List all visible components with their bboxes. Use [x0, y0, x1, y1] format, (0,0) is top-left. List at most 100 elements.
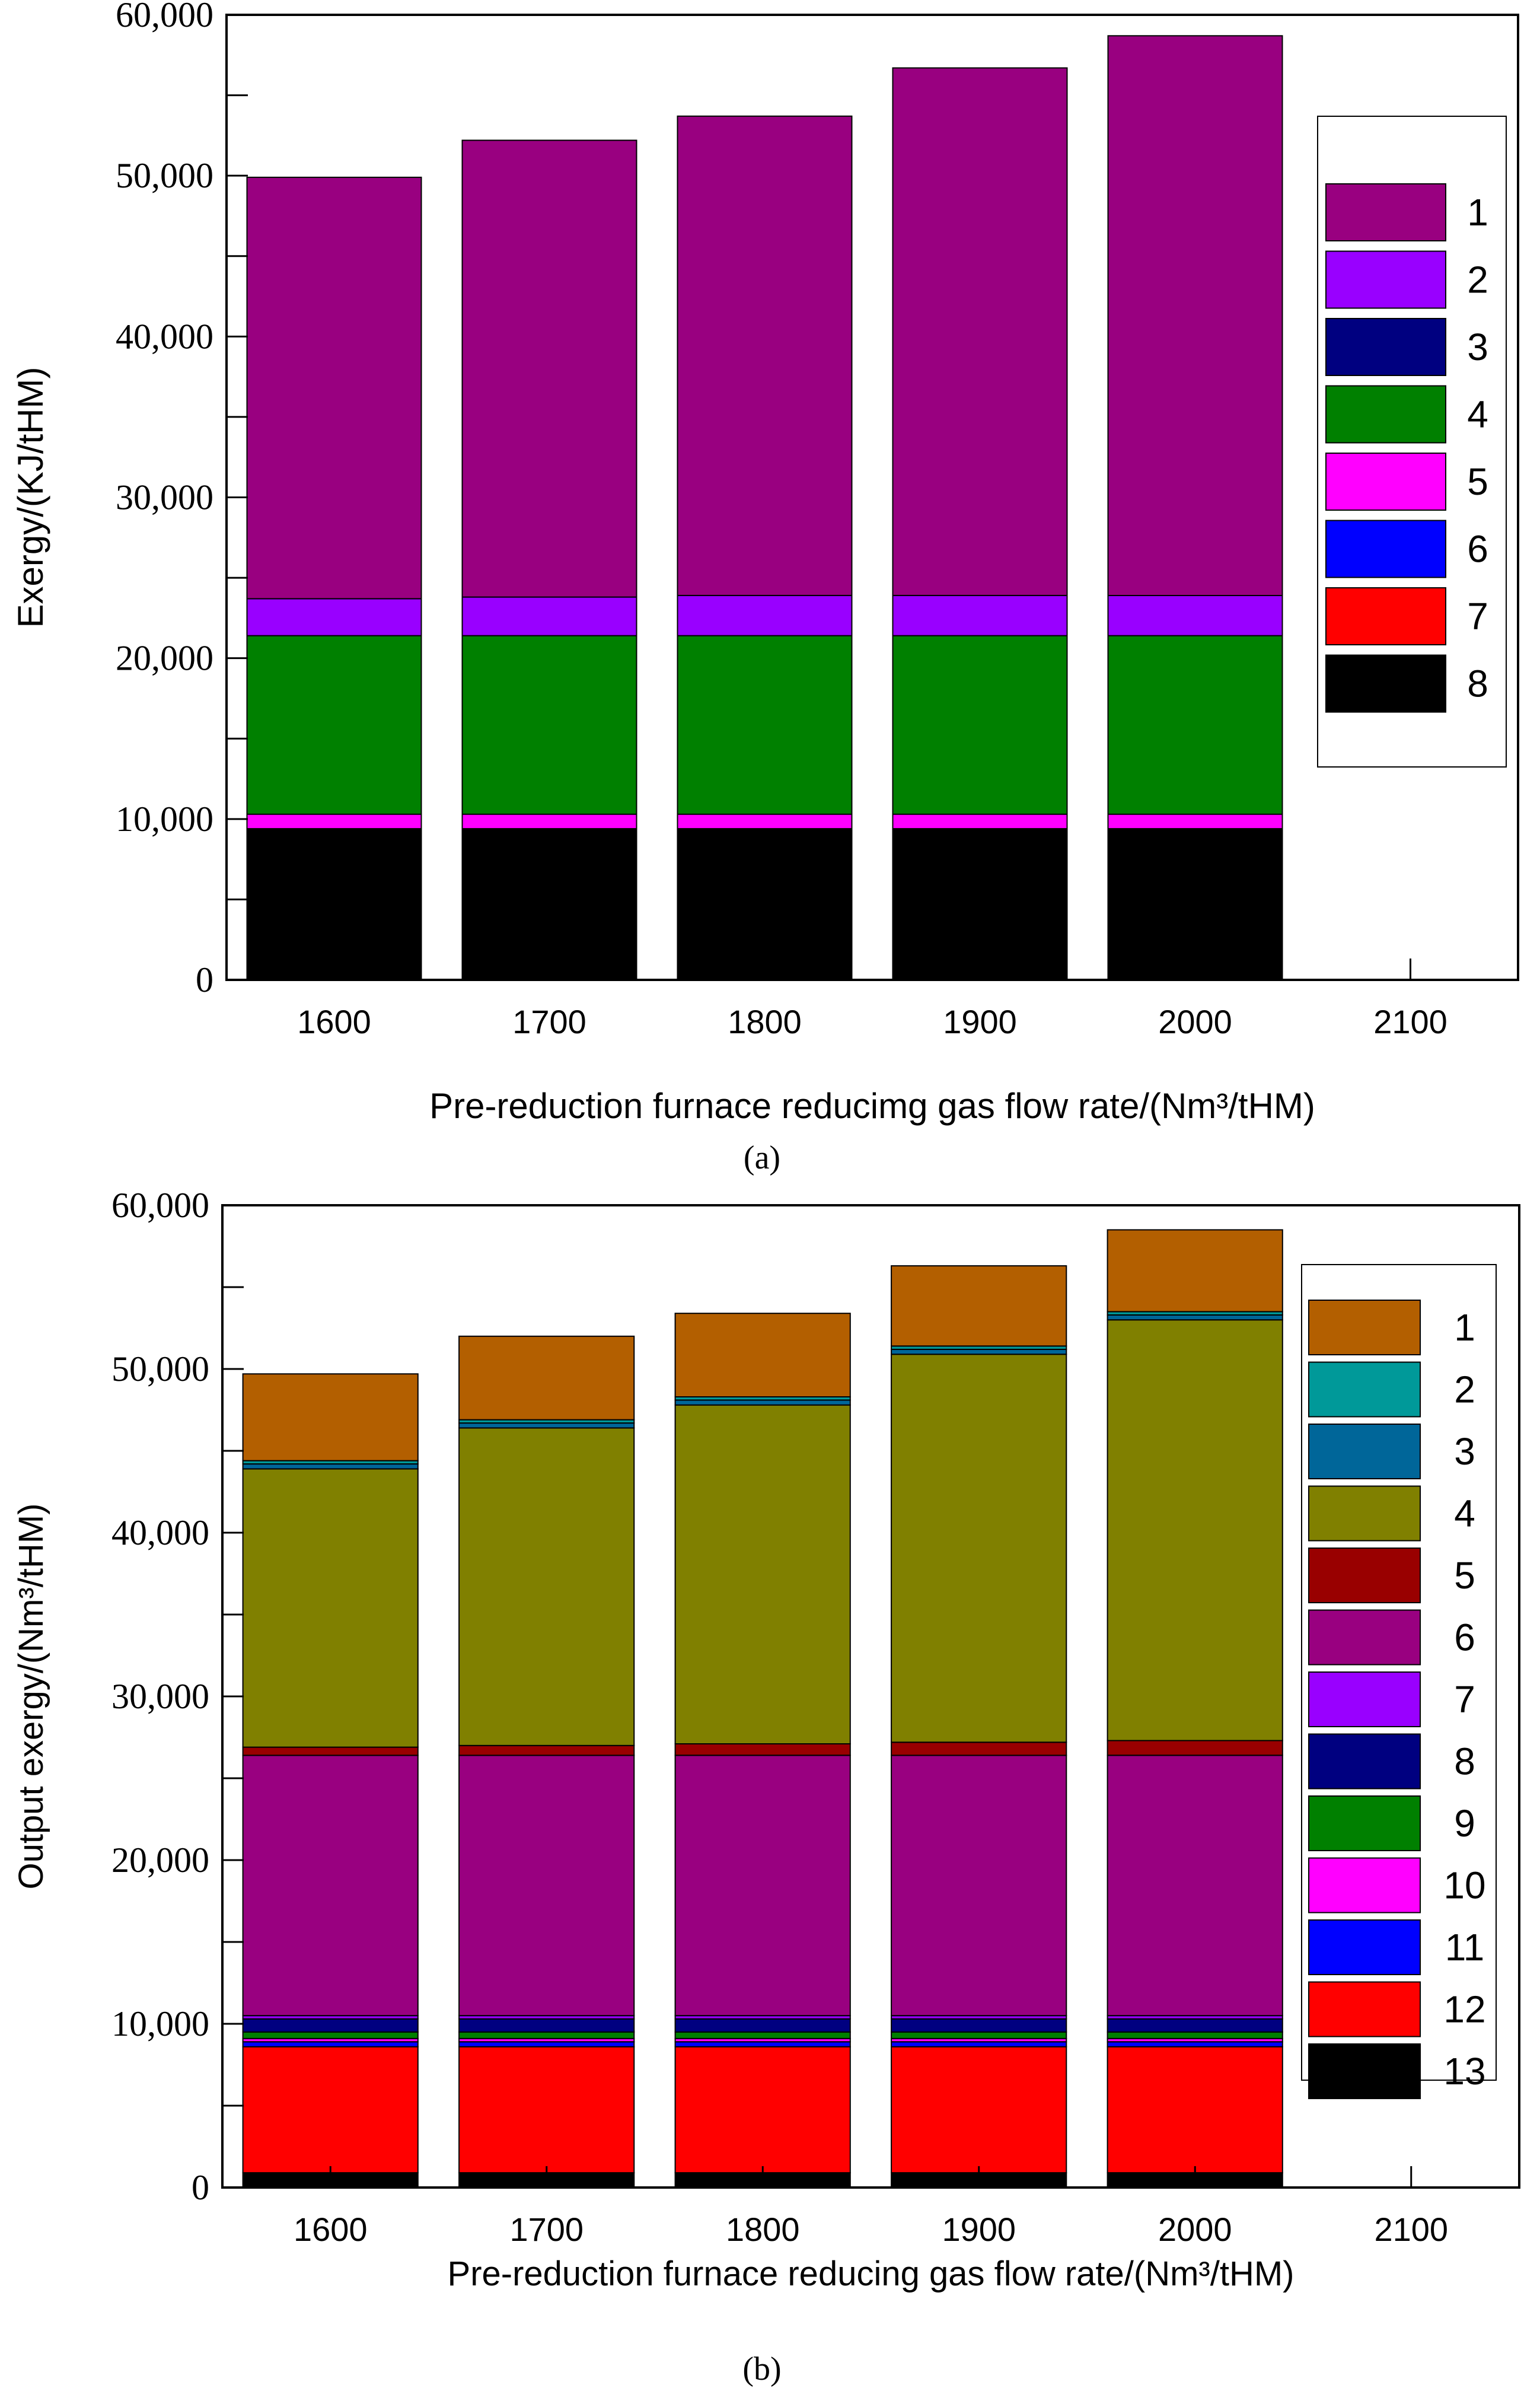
bar-segment-1900-series-6 [891, 1755, 1067, 2017]
x-tick-label: 2000 [1158, 1003, 1232, 1040]
bar-segment-1600-series-4 [242, 1468, 419, 1748]
bar-segment-1900-series-1 [891, 1265, 1067, 1347]
bar-segment-1800-series-4 [674, 1404, 851, 1744]
bar-segment-1800-series-4 [677, 635, 853, 815]
legend-label-4: 4 [1454, 1492, 1475, 1535]
bar-segment-1900-series-1 [892, 67, 1068, 596]
y-tick-label: 40,000 [116, 317, 213, 356]
legend-swatch-7 [1325, 587, 1446, 645]
bar-segment-1600-series-9 [242, 2031, 419, 2039]
bar-segment-1600-series-6 [242, 1755, 419, 2017]
bar-segment-1800-series-6 [674, 1755, 851, 2017]
bar-segment-1800-series-8 [677, 828, 853, 980]
y-axis-title: Exergy/(KJ/tHM) [11, 367, 50, 628]
bar-segment-2000-series-5 [1107, 813, 1283, 830]
bar-segment-1600-series-1 [242, 1373, 419, 1462]
bar-segment-1800-series-5 [674, 1743, 851, 1756]
bar-segment-1800-series-1 [674, 1313, 851, 1397]
legend-label-1: 1 [1467, 191, 1488, 234]
legend-swatch-9 [1308, 1795, 1421, 1851]
legend-swatch-12 [1308, 1981, 1421, 2037]
legend-label-8: 8 [1454, 1740, 1475, 1783]
bar-segment-1600-series-3 [242, 1463, 419, 1470]
legend-swatch-4 [1325, 385, 1446, 444]
bar-segment-1700-series-8 [461, 828, 637, 980]
bar-segment-1900-series-5 [891, 1741, 1067, 1756]
y-tick-label: 60,000 [111, 1186, 209, 1225]
bar-segment-2000-series-11 [1107, 2041, 1283, 2048]
x-axis-title: Pre-reduction furnace reducing gas flow … [448, 2255, 1295, 2293]
legend-swatch-1 [1308, 1300, 1421, 1355]
bar-segment-2000-series-8 [1107, 2018, 1283, 2033]
bar-segment-1700-series-1 [458, 1335, 635, 1421]
bar-segment-1600-series-8 [246, 828, 422, 980]
bar-segment-1800-series-12 [674, 2046, 851, 2174]
legend-label-2: 2 [1467, 259, 1488, 301]
bar-segment-2000-series-12 [1107, 2046, 1283, 2174]
legend-label-5: 5 [1454, 1554, 1475, 1597]
x-tick-label: 1800 [728, 1003, 802, 1040]
panel-b-caption: (b) [742, 2351, 781, 2387]
legend-label-13: 13 [1443, 2050, 1485, 2093]
bar-segment-2000-series-1 [1107, 1229, 1283, 1313]
legend-swatch-3 [1325, 318, 1446, 376]
bar-segment-1700-series-8 [458, 2018, 635, 2033]
bar-segment-1800-series-1 [677, 115, 853, 596]
bar-segment-1800-series-9 [674, 2031, 851, 2039]
x-tick-label: 1800 [726, 2211, 800, 2248]
bar-segment-2000-series-4 [1107, 1319, 1283, 1741]
chart-panel-a: 010,00020,00030,00040,00050,00060,000160… [11, 0, 1519, 1126]
legend-swatch-5 [1308, 1548, 1421, 1603]
bar-segment-1600-series-2 [246, 598, 422, 636]
legend-label-11: 11 [1445, 1926, 1484, 1969]
y-tick-label: 40,000 [111, 1513, 209, 1552]
bars-a [246, 35, 1283, 980]
legend-swatch-6 [1308, 1609, 1421, 1666]
y-tick-label: 0 [196, 960, 213, 999]
legend-swatch-2 [1308, 1361, 1421, 1418]
y-axis-a: 0 10,000 20,000 30,000 40,000 50,000 60,000 [116, 0, 248, 999]
bar-segment-1800-series-3 [674, 1399, 851, 1406]
bar-segment-1700-series-1 [461, 139, 637, 598]
bar-segment-1800-series-2 [677, 594, 853, 636]
legend-label-9: 9 [1454, 1802, 1475, 1845]
bar-segment-1600-series-1 [246, 176, 422, 600]
legend-label-7: 7 [1454, 1678, 1475, 1721]
bar-segment-1700-series-9 [458, 2031, 635, 2039]
bar-segment-1900-series-11 [891, 2041, 1067, 2048]
bar-segment-2000-series-8 [1107, 828, 1283, 980]
legend-label-7: 7 [1467, 595, 1488, 638]
x-tick-label: 1700 [512, 1003, 586, 1040]
x-tick-label: 1900 [943, 1003, 1017, 1040]
bar-segment-1700-series-4 [458, 1427, 635, 1746]
legend-label-4: 4 [1467, 393, 1488, 436]
bar-segment-2000-series-9 [1107, 2031, 1283, 2039]
legend-label-10: 10 [1443, 1864, 1485, 1907]
legend-label-5: 5 [1467, 460, 1488, 503]
legend-label-8: 8 [1467, 663, 1488, 705]
legend-label-3: 3 [1467, 326, 1488, 368]
bar-segment-1600-series-8 [242, 2018, 419, 2033]
y-tick-label: 60,000 [116, 0, 213, 34]
y-axis-title: Output exergy/(Nm³/tHM) [12, 1504, 50, 1890]
bar-segment-1700-series-6 [458, 1755, 635, 2017]
bar-segment-1600-series-11 [242, 2041, 419, 2048]
x-tick-label: 1600 [294, 2211, 368, 2248]
legend-swatch-3 [1308, 1424, 1421, 1479]
legend-swatch-8 [1325, 654, 1446, 713]
legend-a: 1 2 3 4 5 6 7 8 [1317, 116, 1507, 768]
legend-label-2: 2 [1454, 1368, 1475, 1411]
bar-segment-1900-series-5 [892, 813, 1068, 830]
x-axis-a: 1600 1700 1800 1900 2000 2100 [297, 959, 1447, 1040]
legend-swatch-2 [1325, 250, 1446, 309]
bar-segment-1700-series-5 [461, 813, 637, 830]
y-axis-b: 0 10,000 20,000 30,000 40,000 50,000 60,000 [111, 1186, 244, 2207]
bar-segment-1600-series-5 [242, 1746, 419, 1756]
y-tick-label: 10,000 [111, 2004, 209, 2043]
bar-segment-1900-series-2 [892, 594, 1068, 636]
bar-segment-1900-series-4 [892, 635, 1068, 815]
y-tick-label: 30,000 [111, 1677, 209, 1716]
bar-segment-1600-series-4 [246, 635, 422, 815]
